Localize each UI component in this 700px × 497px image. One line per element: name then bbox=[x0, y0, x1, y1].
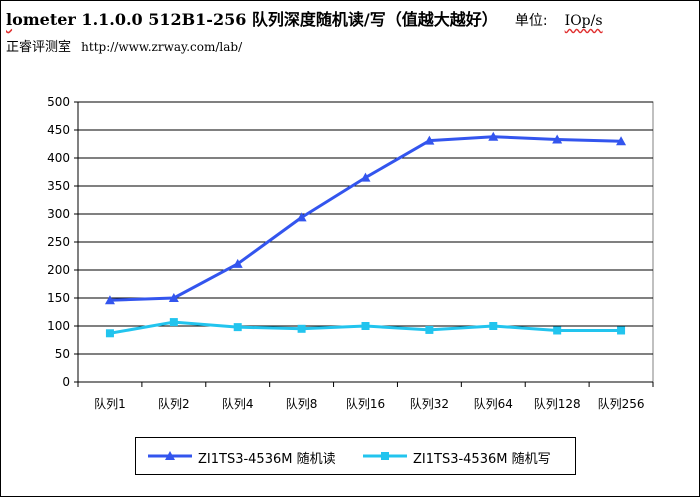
legend-swatch-read bbox=[148, 451, 192, 460]
subtitle-url: http://www.zrway.com/lab/ bbox=[81, 40, 243, 54]
y-tick-label: 150 bbox=[47, 291, 70, 305]
y-tick-label: 450 bbox=[47, 123, 70, 137]
chart-title-row: lometer 1.1.0.0 512B1-256 队列深度随机读/写（值越大越… bbox=[6, 6, 603, 30]
y-tick-label: 100 bbox=[47, 319, 70, 333]
data-point-0 bbox=[552, 134, 563, 144]
x-tick-label: 队列1 bbox=[94, 396, 126, 411]
data-point-1 bbox=[233, 323, 242, 332]
legend-label-read: ZI1TS3-4536M 随机读 bbox=[198, 452, 336, 467]
data-point-0 bbox=[360, 172, 371, 182]
legend-label-write: ZI1TS3-4536M 随机写 bbox=[413, 452, 551, 467]
y-tick-label: 0 bbox=[62, 375, 70, 389]
x-tick-label: 队列256 bbox=[598, 396, 645, 411]
chart-title: lometer 1.1.0.0 512B1-256 队列深度随机读/写（值越大越… bbox=[6, 10, 498, 29]
y-tick-label: 50 bbox=[55, 347, 70, 361]
x-tick-label: 队列4 bbox=[222, 396, 254, 411]
data-point-1 bbox=[105, 329, 114, 338]
data-point-1 bbox=[553, 326, 562, 335]
data-point-1 bbox=[169, 318, 178, 327]
x-tick-label: 队列2 bbox=[158, 396, 190, 411]
x-tick-label: 队列32 bbox=[410, 396, 449, 411]
data-point-0 bbox=[104, 295, 115, 305]
x-tick-label: 队列8 bbox=[286, 396, 318, 411]
unit-label: 单位: bbox=[514, 13, 548, 29]
unit-value: IOp/s bbox=[564, 13, 603, 29]
data-point-1 bbox=[617, 326, 626, 335]
chart-legend: ZI1TS3-4536M 随机读 ZI1TS3-4536M 随机写 bbox=[135, 437, 576, 475]
subtitle-site: 正睿评测室 bbox=[6, 40, 72, 55]
chart-title-lead: l bbox=[6, 10, 13, 29]
y-tick-label: 400 bbox=[47, 151, 70, 165]
data-point-1 bbox=[361, 322, 370, 330]
x-tick-label: 队列16 bbox=[346, 396, 385, 411]
chart-title-text: ometer 1.1.0.0 512B1-256 队列深度随机读/写（值越大越好… bbox=[12, 10, 498, 29]
legend-swatch-write bbox=[363, 452, 407, 460]
y-tick-label: 300 bbox=[47, 207, 70, 221]
y-tick-label: 200 bbox=[47, 263, 70, 277]
chart-subtitle: 正睿评测室 http://www.zrway.com/lab/ bbox=[6, 36, 242, 55]
x-tick-label: 队列64 bbox=[474, 396, 513, 411]
data-point-0 bbox=[616, 136, 627, 146]
y-tick-label: 350 bbox=[47, 179, 70, 193]
data-point-0 bbox=[488, 131, 499, 141]
data-point-1 bbox=[489, 322, 498, 330]
data-point-0 bbox=[232, 258, 243, 268]
data-point-1 bbox=[297, 324, 306, 333]
y-tick-label: 250 bbox=[47, 235, 70, 249]
data-point-0 bbox=[424, 135, 435, 145]
data-point-0 bbox=[296, 212, 307, 222]
y-tick-label: 500 bbox=[47, 95, 70, 109]
x-tick-label: 队列128 bbox=[534, 396, 581, 411]
data-point-0 bbox=[168, 293, 179, 302]
data-point-1 bbox=[425, 325, 434, 334]
